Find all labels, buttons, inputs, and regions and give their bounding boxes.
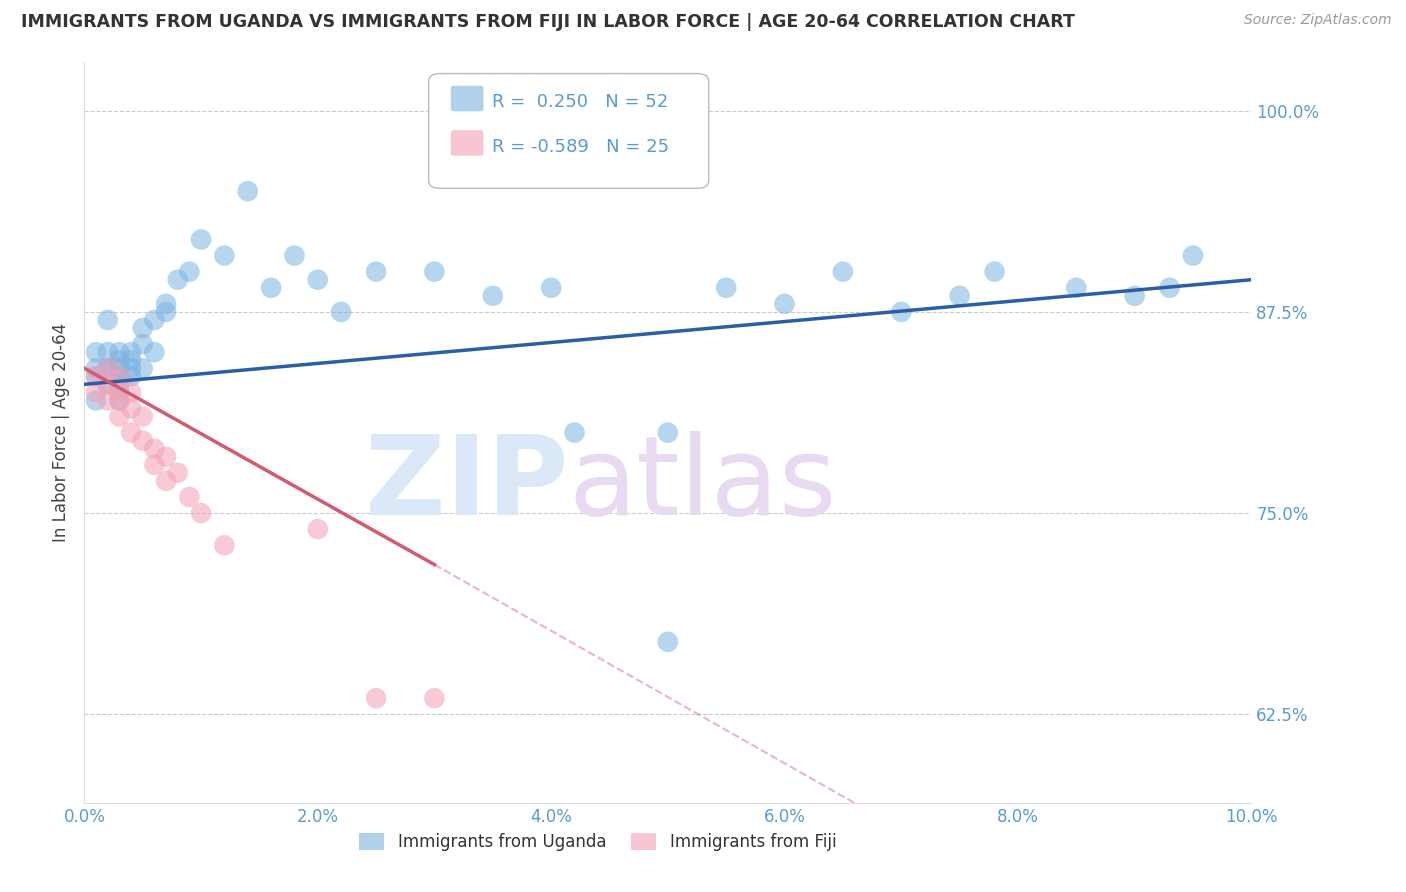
Point xyxy=(84,393,107,408)
Point xyxy=(108,409,131,424)
Point xyxy=(108,353,131,368)
Point xyxy=(97,377,120,392)
Point xyxy=(657,425,679,440)
Point xyxy=(949,289,972,303)
Point xyxy=(97,377,120,392)
Point xyxy=(657,635,679,649)
Point xyxy=(108,377,131,392)
Point xyxy=(132,321,155,335)
Text: atlas: atlas xyxy=(568,431,837,538)
Point xyxy=(307,522,329,536)
Point xyxy=(132,409,155,424)
Point xyxy=(166,273,188,287)
Point xyxy=(132,337,155,351)
Point xyxy=(132,361,155,376)
Point xyxy=(97,361,120,376)
Point xyxy=(108,369,131,384)
Point xyxy=(307,273,329,287)
Point xyxy=(120,401,142,416)
Point xyxy=(120,369,142,384)
Point xyxy=(423,691,446,706)
Point xyxy=(108,369,131,384)
Point xyxy=(1159,281,1181,295)
Point xyxy=(214,538,236,552)
Point xyxy=(1123,289,1146,303)
Point xyxy=(84,345,107,359)
Point xyxy=(179,265,201,279)
Point xyxy=(983,265,1005,279)
Point xyxy=(366,265,388,279)
Point xyxy=(97,361,120,376)
Legend: Immigrants from Uganda, Immigrants from Fiji: Immigrants from Uganda, Immigrants from … xyxy=(353,826,842,857)
Point xyxy=(108,385,131,400)
Point xyxy=(155,305,177,319)
Point xyxy=(773,297,796,311)
Point xyxy=(236,184,259,198)
Point xyxy=(84,369,107,384)
Point xyxy=(283,249,305,263)
Text: IMMIGRANTS FROM UGANDA VS IMMIGRANTS FROM FIJI IN LABOR FORCE | AGE 20-64 CORREL: IMMIGRANTS FROM UGANDA VS IMMIGRANTS FRO… xyxy=(21,13,1076,31)
Point xyxy=(214,249,236,263)
Point xyxy=(482,289,505,303)
Text: R =  0.250   N = 52: R = 0.250 N = 52 xyxy=(492,94,668,112)
Point xyxy=(120,353,142,368)
Point xyxy=(97,313,120,327)
Point xyxy=(155,474,177,488)
Point xyxy=(108,393,131,408)
Point xyxy=(1066,281,1088,295)
Point xyxy=(108,345,131,359)
Y-axis label: In Labor Force | Age 20-64: In Labor Force | Age 20-64 xyxy=(52,323,70,542)
Text: Source: ZipAtlas.com: Source: ZipAtlas.com xyxy=(1244,13,1392,28)
FancyBboxPatch shape xyxy=(451,130,484,156)
Point xyxy=(330,305,353,319)
Point xyxy=(166,466,188,480)
Point xyxy=(179,490,201,504)
Point xyxy=(120,385,142,400)
Point xyxy=(190,232,212,246)
Point xyxy=(84,361,107,376)
Point xyxy=(120,361,142,376)
Point xyxy=(155,297,177,311)
Text: R = -0.589   N = 25: R = -0.589 N = 25 xyxy=(492,138,669,156)
FancyBboxPatch shape xyxy=(429,73,709,188)
Point xyxy=(97,361,120,376)
FancyBboxPatch shape xyxy=(451,86,484,112)
Point xyxy=(832,265,855,279)
Text: ZIP: ZIP xyxy=(366,431,568,538)
Point xyxy=(540,281,562,295)
Point xyxy=(260,281,283,295)
Point xyxy=(97,393,120,408)
Point xyxy=(366,691,388,706)
Point xyxy=(716,281,738,295)
Point xyxy=(143,442,166,456)
Point xyxy=(84,369,107,384)
Point xyxy=(143,458,166,472)
Point xyxy=(120,345,142,359)
Point xyxy=(1182,249,1205,263)
Point xyxy=(97,345,120,359)
Point xyxy=(143,345,166,359)
Point xyxy=(108,393,131,408)
Point xyxy=(890,305,912,319)
Point xyxy=(84,385,107,400)
Point xyxy=(143,313,166,327)
Point xyxy=(120,425,142,440)
Point xyxy=(132,434,155,448)
Point xyxy=(423,265,446,279)
Point xyxy=(564,425,586,440)
Point xyxy=(190,506,212,520)
Point xyxy=(108,361,131,376)
Point xyxy=(155,450,177,464)
